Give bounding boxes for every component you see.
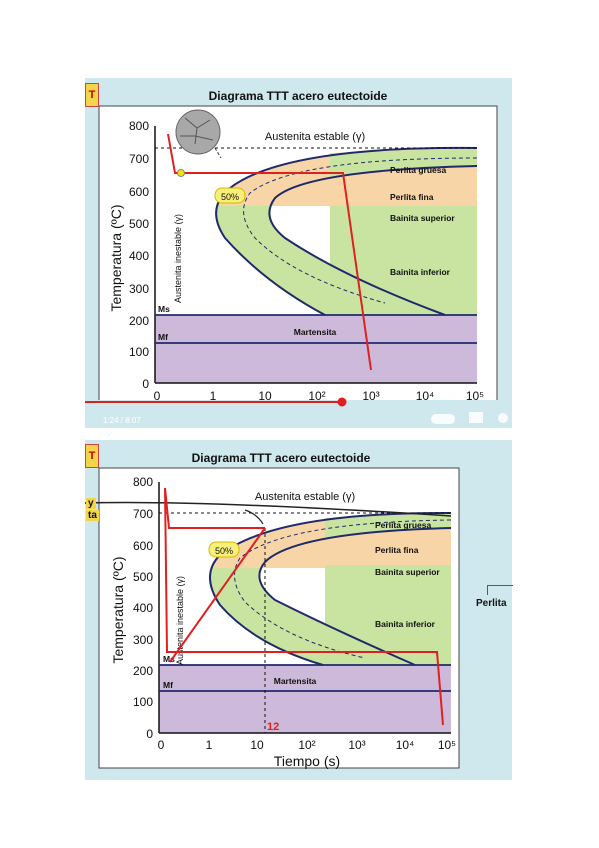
y-axis-label: Temperatura (ºC) xyxy=(110,556,126,663)
diagram-title: Diagrama TTT acero eutectoide xyxy=(209,89,388,103)
ytick: 0 xyxy=(142,377,149,391)
side-arrow-stem xyxy=(487,585,488,595)
label-ms: Ms xyxy=(158,304,170,314)
label-bainita-superior: Bainita superior xyxy=(375,567,440,577)
tab-marker-2: T xyxy=(85,444,99,468)
xtick: 0 xyxy=(158,738,165,752)
ytick: 300 xyxy=(133,633,153,647)
label-martensita: Martensita xyxy=(294,327,337,337)
label-martensita: Martensita xyxy=(274,676,317,686)
label-mf: Mf xyxy=(163,680,173,690)
ytick: 800 xyxy=(129,119,149,133)
xtick: 10³ xyxy=(348,738,365,752)
ytick: 800 xyxy=(133,475,153,489)
y-axis-label: Temperatura (ºC) xyxy=(108,204,124,311)
side-label-left-2: ta xyxy=(86,510,99,521)
label-bainita-inferior: Bainita inferior xyxy=(375,619,436,629)
label-50-percent: 50% xyxy=(215,546,233,556)
xtick: 10² xyxy=(308,389,325,403)
xtick: 10⁴ xyxy=(416,389,435,403)
side-arrow-line xyxy=(487,585,513,586)
ttt-diagram-2: Diagrama TTT acero eutectoide 800 700 60… xyxy=(84,451,460,769)
xtick: 1 xyxy=(206,738,213,752)
label-mf: Mf xyxy=(158,332,168,342)
ytick: 500 xyxy=(133,570,153,584)
label-austenita-inestable: Austenita inestable (γ) xyxy=(173,214,183,303)
label-bainita-inferior: Bainita inferior xyxy=(390,267,451,277)
video-time: 1:24 / 8:07 xyxy=(103,416,141,425)
side-label-perlita: Perlita xyxy=(476,598,507,609)
label-perlita-fina: Perlita fina xyxy=(390,192,434,202)
tab-marker-1: T xyxy=(85,83,99,107)
label-austenita-estable: Austenita estable (γ) xyxy=(255,491,355,503)
xtick: 10² xyxy=(298,738,315,752)
label-austenita-estable: Austenita estable (γ) xyxy=(265,131,365,143)
ytick: 700 xyxy=(129,152,149,166)
label-50-percent: 50% xyxy=(221,192,239,202)
xtick: 10 xyxy=(250,738,264,752)
x-axis-label: Tiempo (s) xyxy=(274,753,340,769)
ytick: 400 xyxy=(129,249,149,263)
ttt-diagram-1: Diagrama TTT acero eutectoide 800 700 60… xyxy=(85,89,512,428)
xtick: 10⁵ xyxy=(466,389,484,403)
label-austenita-inestable: Austenita inestable (γ) xyxy=(175,576,185,665)
video-frame-1: Diagrama TTT acero eutectoide 800 700 60… xyxy=(85,78,512,428)
video-progress-handle[interactable] xyxy=(337,397,347,407)
xtick: 0 xyxy=(154,389,161,403)
time-marker-label: 12 xyxy=(267,721,279,733)
diagram-title: Diagrama TTT acero eutectoide xyxy=(192,451,371,465)
ytick: 100 xyxy=(129,345,149,359)
xtick: 10⁵ xyxy=(438,738,456,752)
ytick: 600 xyxy=(133,539,153,553)
autoplay-toggle[interactable] xyxy=(431,414,455,424)
settings-icon[interactable] xyxy=(498,413,508,423)
xtick: 10⁴ xyxy=(396,738,415,752)
captions-icon[interactable] xyxy=(469,412,483,423)
xtick: 1 xyxy=(210,389,217,403)
xtick: 10 xyxy=(258,389,272,403)
label-ms: Ms xyxy=(163,654,175,664)
label-perlita-gruesa: Perlita gruesa xyxy=(390,165,446,175)
label-bainita-superior: Bainita superior xyxy=(390,213,455,223)
label-perlita-gruesa: Perlita gruesa xyxy=(375,520,431,530)
label-perlita-fina: Perlita fina xyxy=(375,545,419,555)
ytick: 600 xyxy=(129,185,149,199)
ytick: 200 xyxy=(133,664,153,678)
ytick: 0 xyxy=(146,727,153,741)
side-label-left-1: y xyxy=(86,498,96,509)
ytick: 500 xyxy=(129,217,149,231)
ytick: 400 xyxy=(133,601,153,615)
xtick: 10³ xyxy=(362,389,379,403)
ytick: 700 xyxy=(133,507,153,521)
ytick: 100 xyxy=(133,695,153,709)
ytick: 200 xyxy=(129,314,149,328)
ytick: 300 xyxy=(129,282,149,296)
video-frame-2: Diagrama TTT acero eutectoide 800 700 60… xyxy=(84,440,512,780)
